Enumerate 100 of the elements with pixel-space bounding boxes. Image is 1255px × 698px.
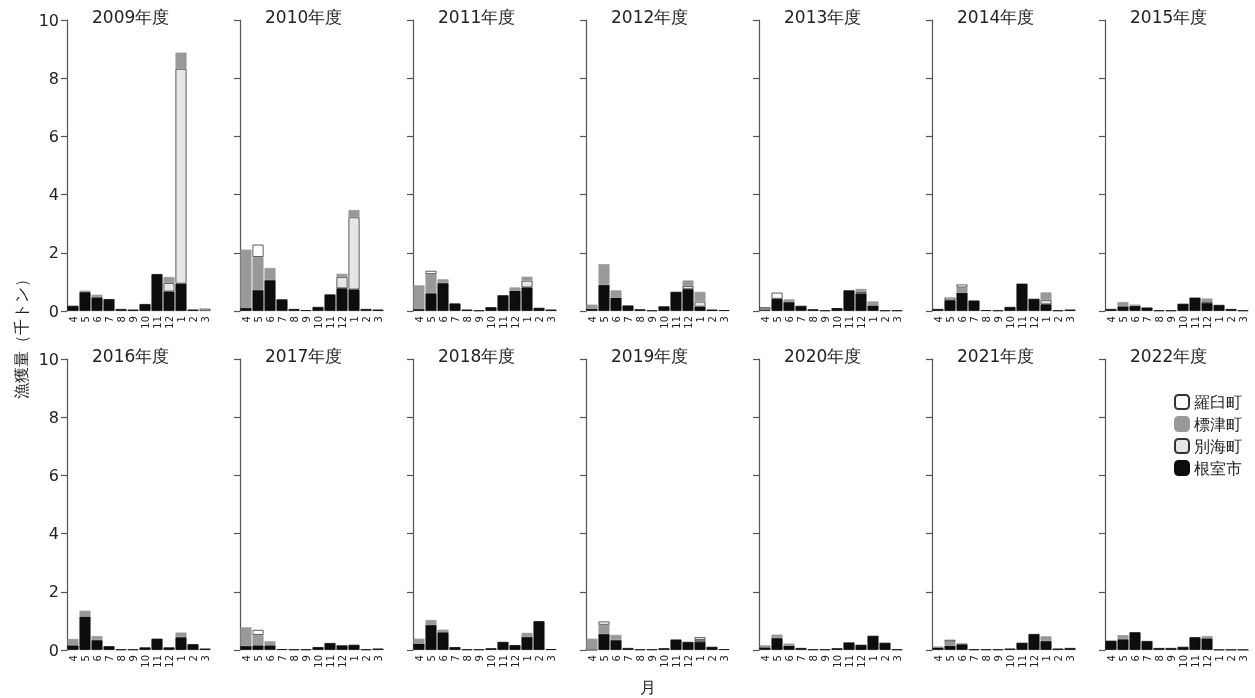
x-tick-label: 4	[67, 655, 79, 662]
x-tick-label: 12	[163, 316, 175, 329]
chart-title: 2017年度	[265, 345, 343, 366]
x-tick-label: 1	[1040, 655, 1052, 662]
x-tick-label: 7	[276, 655, 288, 662]
x-tick-label: 10	[658, 655, 670, 668]
x-tick-label: 3	[199, 316, 211, 323]
x-tick-label: 8	[115, 316, 127, 323]
x-tick-label: 12	[1201, 655, 1213, 668]
y-tick-label: 2	[48, 582, 59, 602]
x-tick-label: 10	[831, 655, 843, 668]
x-tick-label: 10	[1177, 316, 1189, 329]
x-tick-label: 5	[771, 655, 783, 662]
x-tick-label: 2	[1052, 316, 1064, 323]
x-tick-label: 8	[980, 655, 992, 662]
chart-title: 2021年度	[957, 345, 1035, 366]
chart-title: 2011年度	[438, 6, 516, 27]
x-tick-label: 3	[1064, 316, 1076, 323]
x-tick-label: 5	[944, 655, 956, 662]
x-tick-label: 8	[461, 316, 473, 323]
x-tick-label: 2	[706, 316, 718, 323]
x-tick-label: 4	[586, 316, 598, 323]
y-tick-label: 10	[38, 10, 59, 30]
x-tick-label: 3	[891, 316, 903, 323]
x-tick-label: 5	[79, 655, 91, 662]
x-tick-label: 11	[497, 316, 509, 329]
x-tick-label: 6	[1129, 316, 1141, 323]
x-tick-label: 7	[449, 655, 461, 662]
x-tick-label: 1	[175, 655, 187, 662]
x-tick-label: 11	[843, 655, 855, 668]
x-tick-label: 11	[1189, 655, 1201, 668]
x-tick-label: 5	[252, 655, 264, 662]
x-tick-label: 12	[163, 655, 175, 668]
x-tick-label: 12	[682, 316, 694, 329]
x-tick-label: 6	[956, 316, 968, 323]
x-tick-label: 11	[151, 655, 163, 668]
legend-label: 根室市	[1194, 458, 1242, 478]
x-tick-label: 1	[348, 316, 360, 323]
x-tick-label: 10	[485, 655, 497, 668]
chart-title: 2014年度	[957, 6, 1035, 27]
x-tick-label: 9	[819, 655, 831, 662]
x-tick-label: 11	[497, 655, 509, 668]
x-tick-label: 6	[610, 655, 622, 662]
chart-title: 2018年度	[438, 345, 516, 366]
x-tick-label: 6	[783, 316, 795, 323]
x-tick-label: 1	[1213, 316, 1225, 323]
x-tick-label: 4	[932, 316, 944, 323]
x-tick-label: 8	[634, 655, 646, 662]
x-tick-label: 5	[771, 316, 783, 323]
x-tick-label: 6	[437, 655, 449, 662]
x-tick-label: 1	[348, 655, 360, 662]
x-tick-label: 5	[944, 316, 956, 323]
x-tick-label: 12	[855, 316, 867, 329]
x-tick-label: 8	[288, 655, 300, 662]
x-tick-label: 12	[1028, 655, 1040, 668]
x-tick-label: 12	[1028, 316, 1040, 329]
x-tick-label: 2	[187, 316, 199, 323]
chart-title: 2009年度	[92, 6, 170, 27]
x-tick-label: 8	[1153, 316, 1165, 323]
x-tick-label: 1	[694, 655, 706, 662]
x-tick-label: 11	[151, 316, 163, 329]
x-tick-label: 4	[1105, 316, 1117, 323]
x-tick-label: 12	[509, 316, 521, 329]
x-tick-label: 3	[1237, 655, 1249, 662]
x-tick-label: 10	[1177, 655, 1189, 668]
x-tick-label: 9	[646, 655, 658, 662]
x-tick-label: 9	[300, 655, 312, 662]
y-tick-label: 0	[48, 301, 59, 321]
chart-title: 2012年度	[611, 6, 689, 27]
y-tick-label: 2	[48, 243, 59, 263]
x-tick-label: 3	[1237, 316, 1249, 323]
x-tick-label: 7	[968, 316, 980, 323]
x-tick-label: 6	[610, 316, 622, 323]
legend-label: 標津町	[1194, 414, 1242, 434]
x-tick-label: 10	[139, 316, 151, 329]
x-tick-label: 11	[843, 316, 855, 329]
chart-title: 2022年度	[1130, 345, 1208, 366]
y-tick-label: 8	[48, 407, 59, 427]
x-tick-label: 7	[968, 655, 980, 662]
y-tick-label: 8	[48, 68, 59, 88]
x-tick-label: 4	[67, 316, 79, 323]
x-tick-label: 1	[867, 316, 879, 323]
chart-title: 2010年度	[265, 6, 343, 27]
chart-title: 2019年度	[611, 345, 689, 366]
x-tick-label: 3	[718, 655, 730, 662]
x-tick-label: 12	[509, 655, 521, 668]
x-tick-label: 11	[324, 316, 336, 329]
x-tick-label: 8	[634, 316, 646, 323]
chart-title: 2016年度	[92, 345, 170, 366]
x-tick-label: 6	[91, 655, 103, 662]
x-tick-label: 1	[867, 655, 879, 662]
x-tick-label: 6	[91, 316, 103, 323]
x-tick-label: 3	[372, 316, 384, 323]
x-tick-label: 7	[622, 316, 634, 323]
x-tick-label: 4	[413, 316, 425, 323]
y-tick-label: 4	[48, 185, 59, 205]
y-tick-label: 6	[48, 465, 59, 485]
y-tick-label: 4	[48, 524, 59, 544]
x-tick-label: 5	[598, 655, 610, 662]
x-tick-label: 2	[1225, 316, 1237, 323]
